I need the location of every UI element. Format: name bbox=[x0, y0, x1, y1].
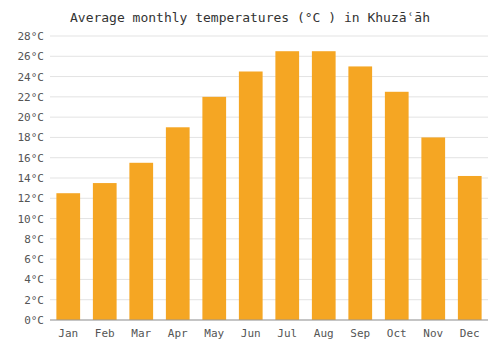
bar bbox=[458, 176, 482, 320]
y-tick-label: 28°C bbox=[18, 30, 45, 43]
x-tick-label: Oct bbox=[387, 327, 407, 340]
bars bbox=[56, 51, 481, 320]
grid-line bbox=[50, 96, 488, 97]
y-tick-label: 0°C bbox=[24, 314, 44, 327]
bar bbox=[129, 163, 153, 320]
bar bbox=[202, 97, 226, 320]
x-tick-label: Apr bbox=[168, 327, 188, 340]
bar bbox=[385, 92, 409, 320]
x-tick-label: Feb bbox=[95, 327, 115, 340]
bar bbox=[93, 183, 117, 320]
title: Average monthly temperatures (°C ) in Kh… bbox=[70, 10, 430, 25]
y-tick-label: 16°C bbox=[18, 152, 45, 165]
bar bbox=[421, 137, 445, 320]
x-tick-label: Jan bbox=[58, 327, 78, 340]
chart: Average monthly temperatures (°C ) in Kh… bbox=[0, 0, 500, 350]
x-tick-label: Sep bbox=[350, 327, 370, 340]
x-ticks: Jan Feb Mar Apr May Jun Jul Aug Sep Oct Nov Dec bbox=[58, 327, 479, 340]
bar bbox=[348, 66, 372, 320]
x-tick-label: Mar bbox=[131, 327, 151, 340]
bar bbox=[275, 51, 299, 320]
y-tick-label: 24°C bbox=[18, 71, 45, 84]
bar bbox=[56, 193, 80, 320]
grid-line bbox=[50, 36, 488, 37]
bar bbox=[312, 51, 336, 320]
grid-line bbox=[50, 56, 488, 57]
x-tick-label: Dec bbox=[460, 327, 480, 340]
bar bbox=[239, 72, 263, 321]
grid-line bbox=[50, 320, 488, 321]
x-tick-label: May bbox=[204, 327, 224, 340]
x-tick-label: Aug bbox=[314, 327, 334, 340]
x-tick-label: Jun bbox=[241, 327, 261, 340]
y-tick-label: 12°C bbox=[18, 192, 45, 205]
grid bbox=[50, 36, 488, 320]
x-axis-line bbox=[50, 320, 488, 321]
bar bbox=[166, 127, 190, 320]
grid-line bbox=[50, 76, 488, 77]
y-tick-label: 20°C bbox=[18, 111, 45, 124]
x-tick-label: Nov bbox=[423, 327, 443, 340]
x-tick-label: Jul bbox=[277, 327, 297, 340]
y-tick-label: 4°C bbox=[24, 273, 44, 286]
grid-line bbox=[50, 117, 488, 118]
y-tick-label: 10°C bbox=[18, 213, 45, 226]
y-ticks: 0°C 2°C 4°C 6°C 8°C 10°C 12°C 14°C 16°C 18°C 20°C 2… bbox=[18, 30, 45, 327]
y-tick-label: 14°C bbox=[18, 172, 45, 185]
y-tick-label: 18°C bbox=[18, 131, 45, 144]
y-tick-label: 22°C bbox=[18, 91, 45, 104]
y-tick-label: 6°C bbox=[24, 253, 44, 266]
y-tick-label: 2°C bbox=[24, 294, 44, 307]
y-tick-label: 8°C bbox=[24, 233, 44, 246]
y-tick-label: 26°C bbox=[18, 50, 45, 63]
